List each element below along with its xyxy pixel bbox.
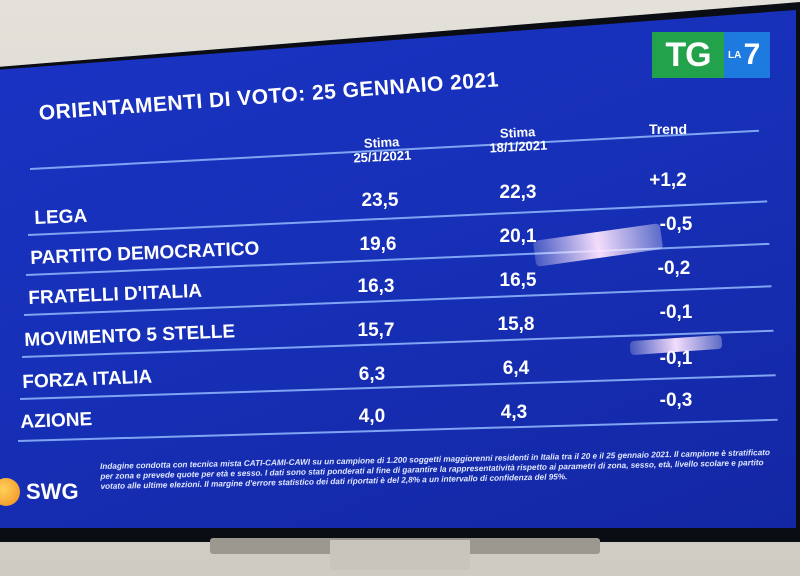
- party-label-m5s: MOVIMENTO 5 STELLE: [24, 321, 236, 351]
- trend-m5s: -0,1: [659, 302, 693, 323]
- la7-logo-la: LA: [728, 50, 742, 61]
- column-header-line1: Trend: [648, 121, 688, 137]
- stima-25-pd: 19,6: [359, 234, 397, 255]
- stima-25-fi: 6,3: [358, 364, 386, 385]
- stima-25-m5s: 15,7: [357, 320, 395, 341]
- party-label-azione: AZIONE: [20, 408, 93, 433]
- trend-azione: -0,3: [659, 390, 693, 411]
- swg-logo-text: SWG: [26, 479, 79, 504]
- trend-lega: +1,2: [649, 170, 687, 191]
- trend-fdi: -0,2: [657, 258, 691, 279]
- party-label-fi: FORZA ITALIA: [22, 366, 153, 393]
- column-header-trend: Trend: [628, 122, 708, 136]
- tv-screen: TG LA 7 ORIENTAMENTI DI VOTO: 25 GENNAIO…: [0, 10, 796, 528]
- party-label-lega: LEGA: [34, 205, 88, 229]
- page-title: ORIENTAMENTI DI VOTO: 25 GENNAIO 2021: [38, 68, 500, 125]
- stima-25-lega: 23,5: [361, 190, 399, 211]
- swg-logo: SWG: [0, 472, 90, 512]
- la7-logo: LA 7: [724, 32, 770, 78]
- trend-pd: -0,5: [659, 214, 693, 235]
- methodology-note: Indagine condotta con tecnica mista CATI…: [100, 447, 771, 491]
- tg-logo-text: TG: [652, 32, 724, 78]
- tv-stand-foot: [330, 540, 470, 570]
- tg-la7-logo: TG LA 7: [652, 32, 770, 78]
- trend-fi: -0,1: [659, 348, 693, 369]
- stima-18-pd: 20,1: [499, 226, 537, 247]
- swg-logo-icon: [0, 478, 20, 506]
- stima-18-fi: 6,4: [502, 358, 530, 379]
- column-header-stima-18: Stima 18/1/2021: [467, 123, 568, 156]
- party-label-fdi: FRATELLI D'ITALIA: [28, 280, 203, 309]
- stima-25-fdi: 16,3: [357, 276, 395, 297]
- stima-25-azione: 4,0: [358, 406, 386, 427]
- stima-18-m5s: 15,8: [497, 314, 535, 335]
- stima-18-lega: 22,3: [499, 182, 537, 203]
- stima-18-azione: 4,3: [500, 402, 528, 423]
- column-header-stima-25: Stima 25/1/2021: [331, 133, 432, 166]
- stima-18-fdi: 16,5: [499, 270, 537, 291]
- la7-logo-seven: 7: [743, 38, 761, 71]
